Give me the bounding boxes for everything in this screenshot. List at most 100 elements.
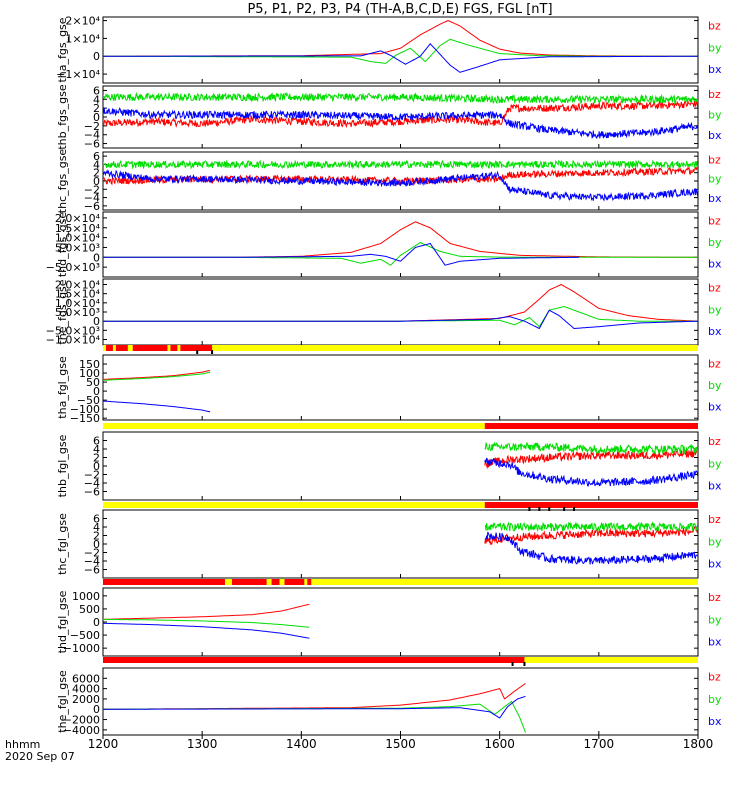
xaxis-tick-label: 1800 bbox=[683, 737, 714, 751]
series-line-by bbox=[103, 159, 698, 170]
ytick-label: 50 bbox=[86, 376, 100, 389]
legend-by: by bbox=[708, 379, 722, 392]
mode-bar-segment bbox=[484, 423, 698, 429]
legend-by: by bbox=[708, 303, 722, 316]
legend-bz: bz bbox=[708, 513, 721, 526]
ytick-label: −2 bbox=[84, 547, 100, 560]
series-line-bx bbox=[103, 107, 698, 139]
ytick-label: 6 bbox=[93, 84, 100, 97]
panel-ylabel: thd_fgl_gse bbox=[56, 590, 69, 653]
panel-ylabel: tha_fgs_gse bbox=[56, 17, 69, 82]
panel-frame bbox=[102, 16, 699, 84]
legend-by: by bbox=[708, 613, 722, 626]
ytick-label: −4 bbox=[84, 129, 100, 142]
ytick-label: 1.0×10⁴ bbox=[55, 297, 101, 310]
legend-bz: bz bbox=[708, 88, 721, 101]
ytick-label: −2000 bbox=[63, 714, 100, 727]
panel-ylabel: thb_fgl_gse bbox=[56, 434, 69, 497]
ytick-label: 1.0×10⁴ bbox=[55, 232, 101, 245]
legend-bx: bx bbox=[708, 400, 722, 413]
mode-bar-thb_fgl bbox=[103, 502, 698, 511]
ytick-label: −4 bbox=[84, 192, 100, 205]
series-group bbox=[103, 603, 310, 639]
legend-bz: bz bbox=[708, 20, 721, 33]
legend-bz: bz bbox=[708, 214, 721, 227]
time-unit-label: hhmm bbox=[5, 738, 40, 751]
mode-bar-segment bbox=[103, 502, 485, 508]
legend-by: by bbox=[708, 173, 722, 186]
mode-bar-segment bbox=[170, 345, 178, 351]
ytick-label: −5.0×10³ bbox=[46, 261, 100, 274]
ytick-label: 0 bbox=[93, 538, 100, 551]
mode-bar-segment bbox=[180, 345, 213, 351]
series-group bbox=[103, 369, 211, 413]
ytick-label: −500 bbox=[70, 629, 100, 642]
series-line-by bbox=[103, 618, 310, 628]
xaxis-tick-label: 1500 bbox=[385, 737, 416, 751]
mode-bar-segment bbox=[103, 579, 225, 585]
legend-bx: bx bbox=[708, 558, 722, 571]
legend-bz: bz bbox=[708, 154, 721, 167]
series-line-bz bbox=[103, 20, 698, 57]
series-group bbox=[484, 521, 698, 565]
ytick-label: −6 bbox=[84, 486, 100, 499]
series-group bbox=[103, 20, 698, 73]
ytick-label: −1.0×10⁴ bbox=[46, 334, 101, 347]
ytick-label: 1×10⁴ bbox=[65, 32, 100, 45]
ytick-label: 6000 bbox=[72, 672, 100, 685]
ytick-label: 150 bbox=[79, 358, 100, 371]
mode-bar-segment bbox=[103, 345, 698, 351]
ytick-label: 4 bbox=[93, 443, 100, 456]
panel-frame bbox=[102, 431, 699, 501]
panel-the_fgs: 2.0×10⁴1.5×10⁴1.0×10⁴5.0×10³0−5.0×10³−1.… bbox=[46, 278, 722, 347]
xaxis-tick-label: 1200 bbox=[88, 737, 119, 751]
ytick-label: −2 bbox=[84, 120, 100, 133]
ytick-label: 2×10⁴ bbox=[65, 15, 100, 28]
ytick-label: 1.5×10⁴ bbox=[55, 288, 101, 301]
legend-by: by bbox=[708, 535, 722, 548]
ytick-label: −2 bbox=[84, 469, 100, 482]
ytick-label: 5.0×10³ bbox=[55, 241, 100, 254]
ytick-label: 6 bbox=[93, 435, 100, 448]
series-group bbox=[103, 283, 698, 330]
ytick-label: 2.0×10⁴ bbox=[55, 212, 101, 225]
series-line-bz bbox=[103, 603, 310, 620]
legend-bx: bx bbox=[708, 715, 722, 728]
chart-title: P5, P1, P2, P3, P4 (TH-A,B,C,D,E) FGS, F… bbox=[247, 2, 552, 17]
series-line-bz bbox=[103, 99, 698, 129]
series-group bbox=[484, 441, 698, 487]
series-line-by bbox=[103, 305, 698, 328]
xaxis-tick-label: 1300 bbox=[187, 737, 218, 751]
panel-frame bbox=[102, 587, 699, 657]
mode-bar-segment bbox=[132, 345, 168, 351]
ytick-label: 2 bbox=[93, 530, 100, 543]
mode-bar-segment bbox=[103, 423, 485, 429]
legend-bx: bx bbox=[708, 257, 722, 270]
mode-bar-the_fgs bbox=[103, 345, 698, 354]
ytick-label: 2000 bbox=[72, 693, 100, 706]
ytick-label: 0 bbox=[93, 315, 100, 328]
panel-ylabel: thd_fgs_gse bbox=[56, 212, 69, 278]
panel-ylabel: the_fgs_gse bbox=[56, 279, 69, 344]
series-line-bz bbox=[103, 166, 698, 186]
legend-by: by bbox=[708, 457, 722, 470]
ytick-label: 5.0×10³ bbox=[55, 306, 100, 319]
ytick-label: 0 bbox=[93, 385, 100, 398]
date-label: 2020 Sep 07 bbox=[5, 750, 75, 763]
series-line-bx bbox=[103, 169, 698, 202]
mode-bar-segment bbox=[307, 579, 312, 585]
series-line-bx bbox=[103, 695, 526, 719]
ytick-label: −1000 bbox=[63, 642, 100, 655]
ytick-label: −4 bbox=[84, 555, 100, 568]
ytick-label: 2.0×10⁴ bbox=[55, 279, 101, 292]
mode-bar-thd_fgl bbox=[103, 657, 698, 666]
x-axis: 1200 1300 1400 1500 1600 1700 1800 bbox=[88, 735, 714, 751]
legend-bz: bz bbox=[708, 357, 721, 370]
series-group bbox=[103, 159, 698, 202]
